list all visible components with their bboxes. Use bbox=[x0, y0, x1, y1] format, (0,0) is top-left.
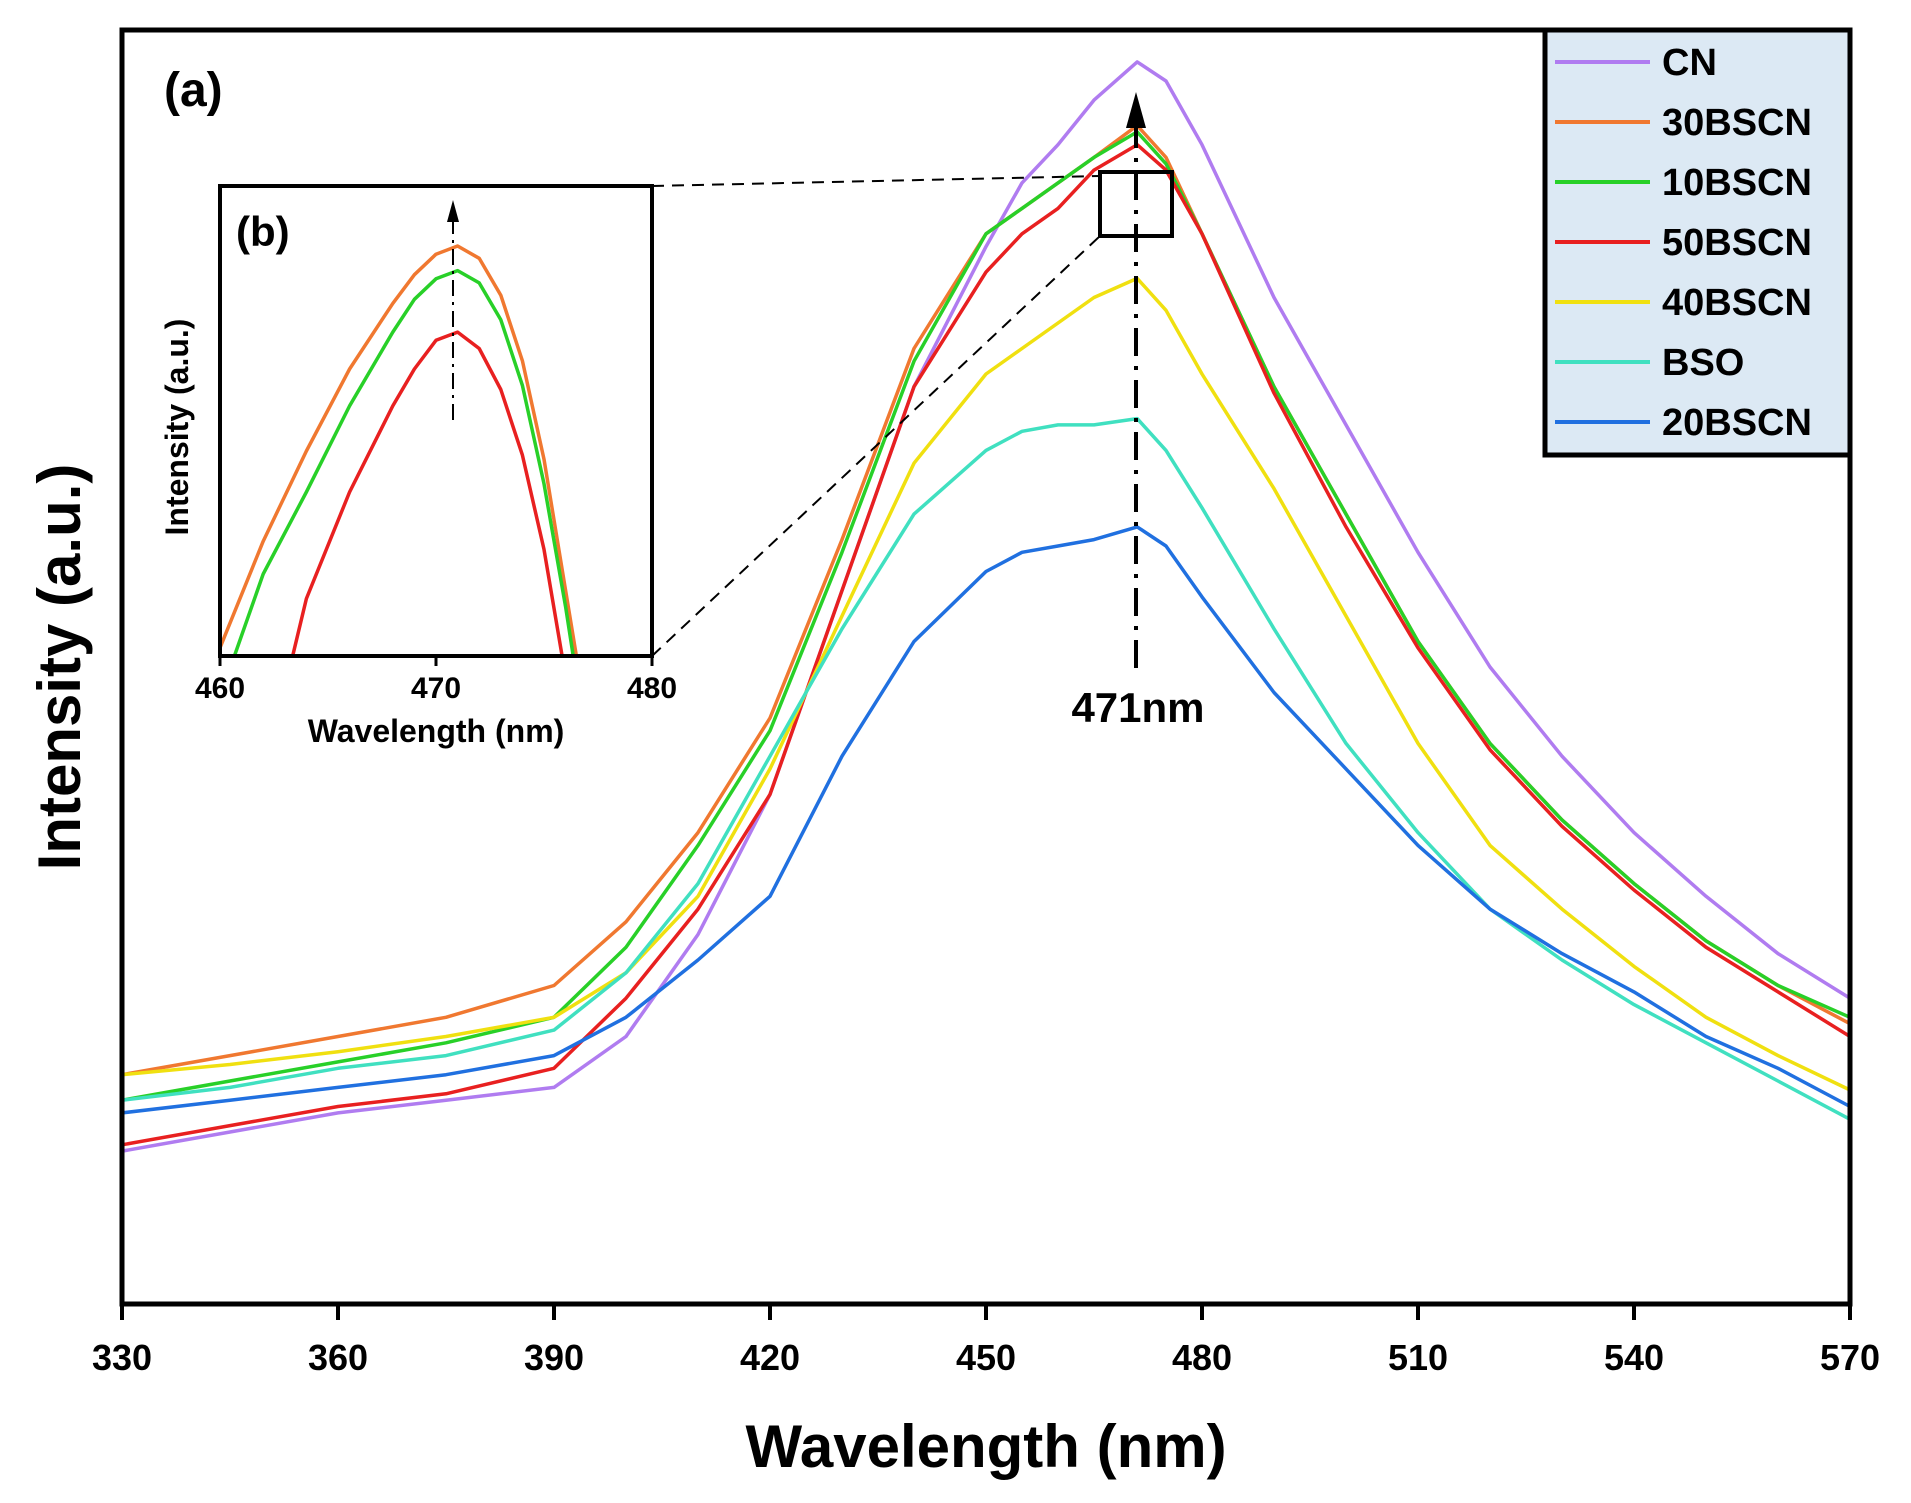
inset-series-group bbox=[220, 244, 579, 656]
x-tick-label-360: 360 bbox=[308, 1337, 368, 1378]
series-line-40bscn bbox=[120, 276, 1852, 1092]
legend-items: CN 30BSCN 10BSCN 50BSCN 40BSCN BSO 20BSCN bbox=[1555, 42, 1812, 444]
inset-x-ticks: 460 470 480 bbox=[195, 656, 677, 705]
inset-x-tick-label-470: 470 bbox=[411, 672, 461, 705]
x-tick-label-390: 390 bbox=[524, 1337, 584, 1378]
x-tick-label-480: 480 bbox=[1172, 1337, 1232, 1378]
inset-x-tick-label-460: 460 bbox=[195, 672, 245, 705]
peak-annotation: 471nm bbox=[1071, 684, 1204, 731]
peak-marker-arrow bbox=[1126, 92, 1146, 128]
inset-peak-arrow bbox=[447, 200, 459, 222]
y-axis-title: Intensity (a.u.) bbox=[26, 464, 93, 871]
series-line-10bscn bbox=[120, 130, 1852, 1102]
inset-x-axis-title: Wavelength (nm) bbox=[308, 713, 565, 749]
zoom-connector-top bbox=[651, 175, 1101, 187]
panel-label-a: (a) bbox=[164, 64, 223, 117]
legend-label-20bscn: 20BSCN bbox=[1662, 402, 1812, 444]
inset-panel: 460 470 480 (b) Wavelength (nm) Intensity … bbox=[159, 184, 677, 749]
inset-series-line-50bscn bbox=[290, 330, 564, 656]
legend-label-50bscn: 50BSCN bbox=[1662, 222, 1812, 264]
series-line-50bscn bbox=[120, 142, 1852, 1147]
legend-label-10bscn: 10BSCN bbox=[1662, 162, 1812, 204]
inset-x-tick-label-480: 480 bbox=[627, 672, 677, 705]
legend: CN 30BSCN 10BSCN 50BSCN 40BSCN BSO 20BSCN bbox=[1542, 27, 1853, 458]
x-tick-label-510: 510 bbox=[1388, 1337, 1448, 1378]
inset-series-line-10bscn bbox=[232, 268, 575, 656]
main-series-group bbox=[120, 60, 1852, 1153]
series-line-bso bbox=[120, 416, 1852, 1122]
legend-label-bso: BSO bbox=[1662, 342, 1744, 384]
zoom-connector-bottom bbox=[651, 235, 1101, 657]
panel-label-b: (b) bbox=[236, 208, 290, 255]
inset-background bbox=[220, 186, 652, 656]
x-tick-label-540: 540 bbox=[1604, 1337, 1664, 1378]
series-line-cn bbox=[120, 60, 1852, 1153]
x-tick-label-450: 450 bbox=[956, 1337, 1016, 1378]
legend-label-cn: CN bbox=[1662, 42, 1717, 84]
main-x-ticks: 330 360 390 420 450 480 510 540 570 bbox=[92, 1304, 1880, 1378]
inset-y-axis-title: Intensity (a.u.) bbox=[159, 319, 195, 536]
x-tick-label-330: 330 bbox=[92, 1337, 152, 1378]
x-tick-label-420: 420 bbox=[740, 1337, 800, 1378]
x-tick-label-570: 570 bbox=[1820, 1337, 1880, 1378]
legend-label-40bscn: 40BSCN bbox=[1662, 282, 1812, 324]
legend-label-30bscn: 30BSCN bbox=[1662, 102, 1812, 144]
series-line-20bscn bbox=[120, 525, 1852, 1115]
x-axis-title: Wavelength (nm) bbox=[745, 1413, 1226, 1480]
inset-series-line-30bscn bbox=[220, 244, 579, 656]
